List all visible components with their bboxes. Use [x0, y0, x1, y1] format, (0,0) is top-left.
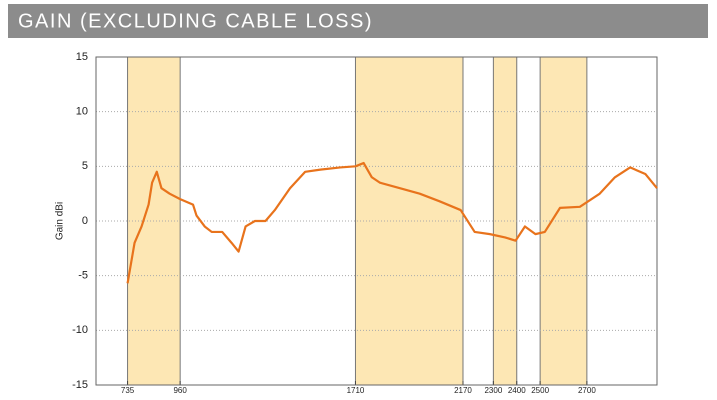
- chart-title: GAIN (EXCLUDING CABLE LOSS): [18, 10, 373, 32]
- plot-frame: [95, 56, 658, 386]
- x-tick-label: 2400: [508, 386, 526, 395]
- gain-line: [126, 161, 658, 284]
- band: [355, 57, 463, 385]
- x-tick-label: 2700: [578, 386, 596, 395]
- y-tick-label: 10: [76, 106, 88, 118]
- y-axis-label: Gain dBi: [55, 202, 66, 240]
- x-tick-label: 2300: [484, 386, 502, 395]
- y-tick-label: 0: [82, 215, 88, 227]
- x-tick-label: 735: [121, 386, 135, 395]
- title-banner: [8, 4, 708, 38]
- y-tick-label: -10: [72, 324, 88, 336]
- band: [493, 57, 517, 385]
- y-tick-label: 5: [82, 160, 88, 172]
- x-tick-label: 1710: [347, 386, 365, 395]
- x-tick-label: 2170: [454, 386, 472, 395]
- y-tick-label: 15: [76, 51, 88, 63]
- y-tick-label: -5: [78, 270, 88, 282]
- x-tick-label: 2500: [531, 386, 549, 395]
- y-tick-label: -15: [72, 379, 88, 391]
- x-tick-label: 960: [173, 386, 187, 395]
